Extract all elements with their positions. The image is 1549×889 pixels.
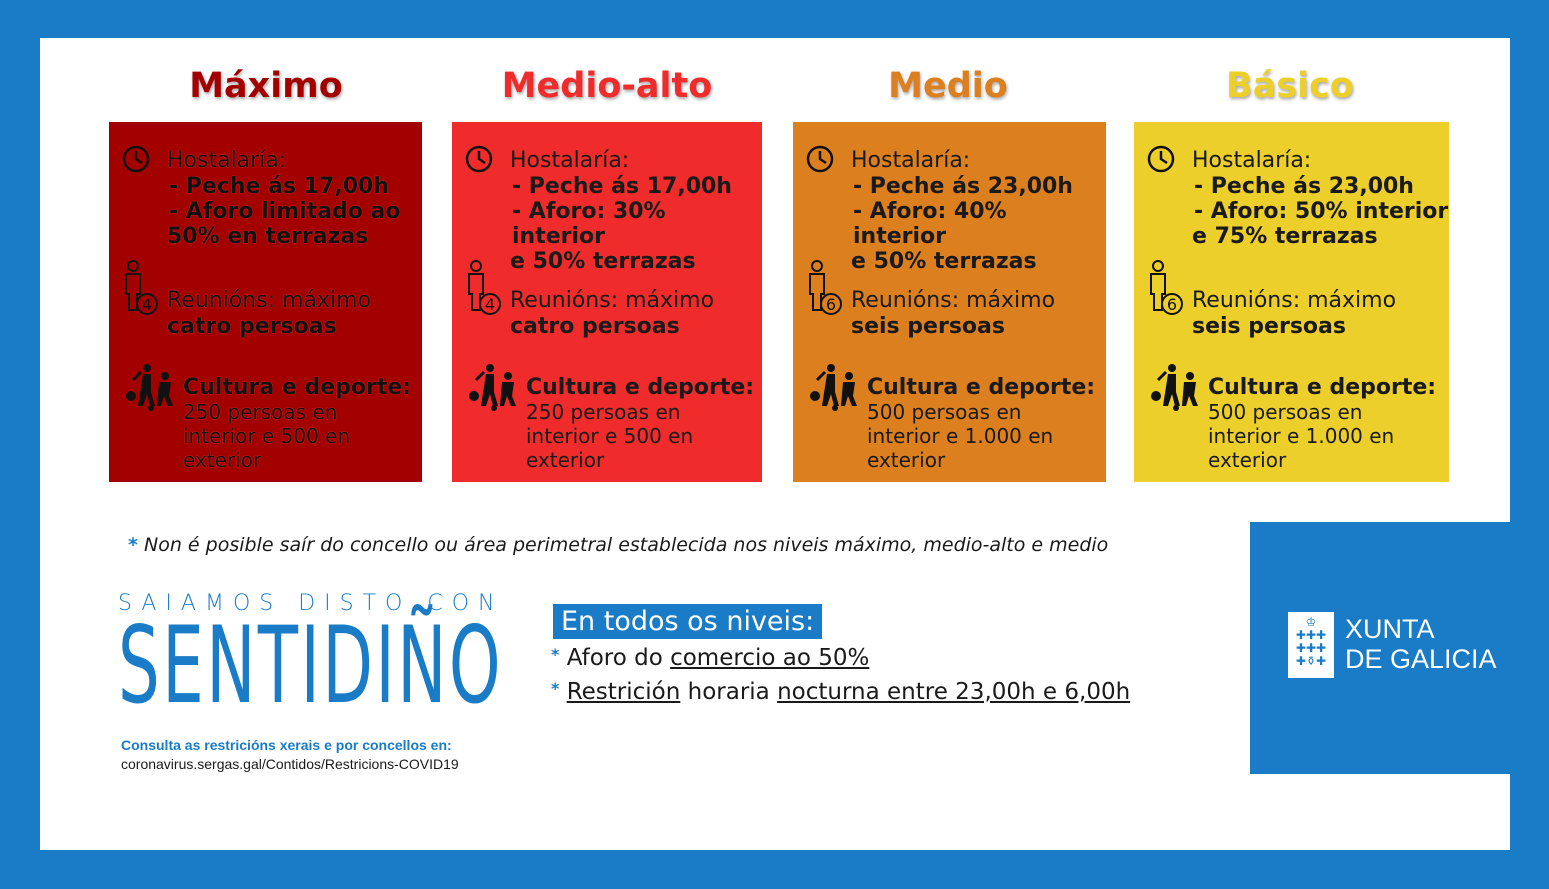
level-title: Máximo (189, 66, 343, 106)
hostalaria-line3: e 50% terrazas (851, 249, 1037, 274)
reunion-bold: seis persoas (851, 314, 1005, 339)
hostalaria-header: Hostalaría: (1192, 148, 1312, 173)
commerce-link: comercio ao 50% (670, 645, 870, 671)
hostalaria-line1: - Peche ás 17,00h (512, 174, 732, 199)
cultura-line3: exterior (183, 448, 262, 472)
cultura-line1: 500 persoas en (867, 400, 1022, 424)
hostalaria-header: Hostalaría: (510, 148, 630, 173)
level-card: Hostalaría: - Peche ás 17,00h - Aforo limi… (109, 122, 422, 482)
person-group-icon: 4 (119, 260, 161, 322)
hostalaria-header: Hostalaría: (851, 148, 971, 173)
all-levels-item-curfew: * Restrición horaria nocturna entre 23,0… (551, 679, 1131, 705)
commerce-prefix: Aforo do (566, 645, 663, 671)
cultura-header: Cultura e deporte: (526, 375, 755, 400)
xunta-line1: XUNTA (1345, 614, 1435, 644)
hostalaria-line2: - Aforo: 50% interior (1194, 199, 1449, 224)
hostalaria-line3: e 75% terrazas (1192, 224, 1378, 249)
hostalaria-line1: - Peche ás 23,00h (1194, 174, 1414, 199)
slogan-sentidino: SENTIDIÑO (118, 604, 504, 727)
level-title: Medio (888, 66, 1008, 106)
level-card: Hostalaría: - Peche ás 23,00h - Aforo: 40%… (793, 122, 1106, 482)
level-title: Básico (1226, 66, 1354, 106)
reunion-text: Reunións: máximo (510, 288, 715, 313)
xunta-line2: DE GALICIA (1345, 644, 1497, 674)
curfew-link-2: nocturna entre 23,00h e 6,00h (777, 679, 1131, 705)
hostalaria-line3: 50% en terrazas (167, 224, 369, 249)
hostalaria-line1: - Peche ás 23,00h (853, 174, 1073, 199)
all-levels-title: En todos os niveis: (553, 604, 823, 639)
cultura-header: Cultura e deporte: (1208, 375, 1437, 400)
sports-culture-icon (1150, 362, 1202, 416)
cultura-line2: interior e 500 en (183, 424, 351, 448)
cultura-header: Cultura e deporte: (867, 375, 1096, 400)
cultura-line3: exterior (526, 448, 605, 472)
consulta-label: Consulta as restricións xerais e por con… (121, 737, 452, 753)
curfew-link-1: Restrición (566, 679, 681, 705)
sports-culture-icon (809, 362, 861, 416)
level-card: Hostalaría: - Peche ás 17,00h - Aforo: 30%… (452, 122, 762, 482)
cultura-line2: interior e 1.000 en (867, 424, 1054, 448)
cultura-line2: interior e 1.000 en (1208, 424, 1395, 448)
hostalaria-line2: - Aforo: 30% interior (512, 199, 666, 249)
xunta-wordmark: XUNTA DE GALICIA (1345, 614, 1497, 674)
reunion-text: Reunións: máximo (1192, 288, 1397, 313)
reunion-bold: catro persoas (167, 314, 337, 339)
hostalaria-header: Hostalaría: (167, 148, 287, 173)
consulta-url[interactable]: coronavirus.sergas.gal/Contidos/Restrici… (121, 756, 459, 772)
reunion-text: Reunións: máximo (167, 288, 372, 313)
level-title: Medio-alto (501, 66, 713, 106)
clock-icon (121, 144, 151, 178)
hostalaria-line2: - Aforo limitado ao (169, 199, 401, 224)
footnote: * Non é posible saír do concello ou área… (128, 534, 1108, 556)
svg-text:4: 4 (485, 295, 495, 314)
cultura-line2: interior e 500 en (526, 424, 694, 448)
cultura-line1: 250 persoas en (183, 400, 338, 424)
hostalaria-line3: e 50% terrazas (510, 249, 696, 274)
cultura-line3: exterior (1208, 448, 1287, 472)
sports-culture-icon (125, 362, 177, 416)
hostalaria-line2: - Aforo: 40% interior (853, 199, 1007, 249)
person-group-icon: 6 (803, 260, 845, 322)
reunion-bold: seis persoas (1192, 314, 1346, 339)
footnote-text: Non é posible saír do concello ou área p… (143, 534, 1109, 556)
cultura-line3: exterior (867, 448, 946, 472)
svg-text:4: 4 (142, 295, 152, 314)
level-card: Hostalaría: - Peche ás 23,00h - Aforo: 50%… (1134, 122, 1449, 482)
cultura-header: Cultura e deporte: (183, 375, 412, 400)
cultura-line1: 500 persoas en (1208, 400, 1363, 424)
curfew-mid: horaria (687, 679, 770, 705)
xunta-logo-icon: ♔ ✚✚✚ ✚✚✚ ✚⚱✚ (1288, 612, 1334, 678)
person-group-icon: 4 (462, 260, 504, 322)
reunion-text: Reunións: máximo (851, 288, 1056, 313)
footnote-star: * (128, 534, 138, 556)
svg-text:6: 6 (826, 295, 836, 314)
slogan-top: SAIAMOS DISTO CON (118, 591, 504, 616)
person-group-icon: 6 (1144, 260, 1186, 322)
clock-icon (464, 144, 494, 178)
hostalaria-line1: - Peche ás 17,00h (169, 174, 389, 199)
sports-culture-icon (468, 362, 520, 416)
reunion-bold: catro persoas (510, 314, 680, 339)
clock-icon (805, 144, 835, 178)
cultura-line1: 250 persoas en (526, 400, 681, 424)
clock-icon (1146, 144, 1176, 178)
all-levels-item-commerce: * Aforo do comercio ao 50% (551, 645, 870, 671)
svg-text:6: 6 (1167, 295, 1177, 314)
